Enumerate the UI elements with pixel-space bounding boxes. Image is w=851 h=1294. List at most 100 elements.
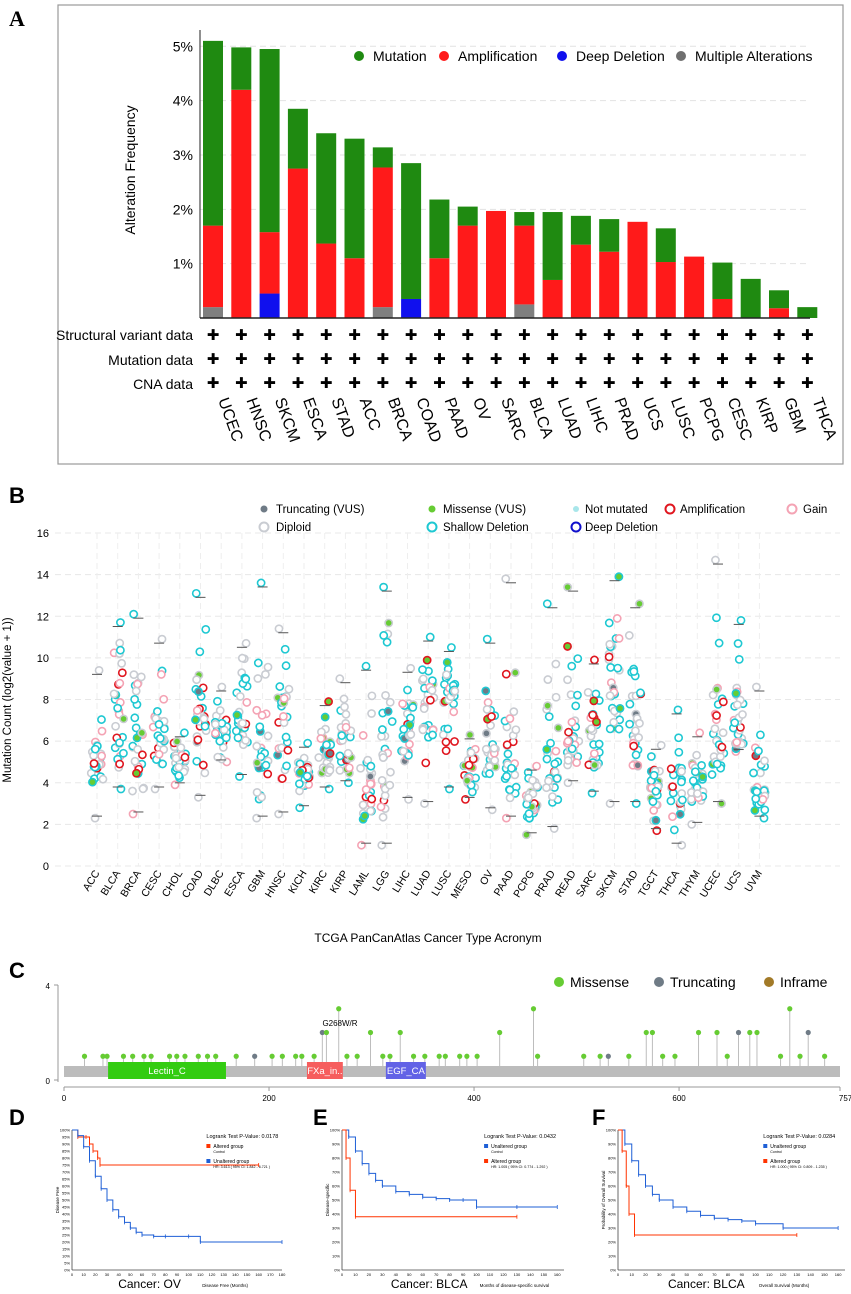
category-label-prad: PRAD bbox=[610, 396, 641, 444]
point-gbm bbox=[252, 758, 262, 768]
legend-shallow-label: Shallow Deletion bbox=[443, 522, 529, 534]
point-ucs bbox=[734, 655, 744, 664]
km-legend1-label: Unaltered group bbox=[491, 1144, 527, 1150]
category-label-luad: LUAD bbox=[409, 868, 434, 898]
point-luad bbox=[428, 730, 437, 740]
point-laml bbox=[367, 794, 377, 804]
panel-b-gridlines bbox=[55, 532, 840, 867]
point-prad bbox=[551, 746, 561, 756]
point-skcm bbox=[605, 639, 615, 649]
km-ytick-label: 40% bbox=[332, 1212, 340, 1217]
data-available-mark: ✚ bbox=[433, 327, 446, 344]
data-available-mark: ✚ bbox=[405, 375, 418, 392]
point-read bbox=[563, 582, 573, 592]
km-xlabel: Overall Survival (Months) bbox=[759, 1283, 810, 1288]
bar-lihc-amplification bbox=[570, 244, 591, 318]
point-kirc bbox=[316, 734, 326, 743]
panel-a-legend: Mutation Amplification Deep Deletion Mul… bbox=[354, 48, 813, 64]
point-thym bbox=[692, 750, 702, 760]
km-xtick-label: 130 bbox=[220, 1272, 227, 1277]
km-legend1-label: Altered group bbox=[213, 1144, 243, 1150]
lollipop-missense bbox=[436, 1053, 442, 1059]
km-xtick-label: 120 bbox=[500, 1272, 507, 1277]
point-blca bbox=[116, 618, 125, 627]
point-blca bbox=[119, 714, 129, 724]
point-stad bbox=[634, 733, 644, 742]
km-xtick-label: 160 bbox=[554, 1272, 561, 1277]
bar-ov-mutation bbox=[457, 206, 478, 226]
category-label-ov: OV bbox=[478, 868, 496, 887]
point-laml bbox=[366, 761, 376, 771]
point-thym bbox=[693, 789, 702, 798]
point-thym bbox=[695, 728, 705, 738]
point-thca bbox=[666, 796, 676, 806]
panel-b-ytick-label: 12 bbox=[37, 611, 49, 623]
point-brca bbox=[132, 768, 141, 778]
bar-coad-mutation bbox=[401, 163, 422, 299]
point-thca bbox=[666, 764, 676, 774]
point-gbm bbox=[263, 731, 273, 741]
panel-a-ytick-label: 2% bbox=[173, 201, 193, 217]
point-ucs bbox=[732, 700, 742, 710]
point-cesc bbox=[158, 759, 167, 769]
lollipop-missense bbox=[714, 1029, 720, 1036]
km-xtick-label: 60 bbox=[698, 1272, 703, 1277]
km-ytick-label: 40% bbox=[608, 1212, 616, 1217]
point-prad bbox=[548, 792, 557, 802]
point-lihc bbox=[399, 746, 408, 756]
point-laml bbox=[356, 763, 365, 773]
point-pcpg bbox=[532, 761, 542, 771]
point-acc bbox=[90, 744, 100, 754]
point-prad bbox=[543, 675, 553, 684]
km-xtick-label: 150 bbox=[821, 1272, 828, 1277]
point-lihc bbox=[404, 795, 413, 804]
data-available-mark: ✚ bbox=[320, 327, 333, 344]
point-read bbox=[567, 661, 577, 671]
km-xtick-label: 170 bbox=[267, 1272, 274, 1277]
panel-c-xtick-labels: 0 200 400 600 757aa bbox=[62, 1087, 851, 1103]
point-gbm bbox=[261, 670, 270, 679]
panel-b-ytick-label: 0 bbox=[43, 861, 49, 873]
point-acc bbox=[89, 759, 99, 768]
point-read bbox=[563, 756, 573, 765]
point-kirp bbox=[343, 748, 353, 758]
km-ytick-label: 35% bbox=[62, 1219, 70, 1224]
km-xtick-label: 80 bbox=[726, 1272, 731, 1277]
point-ucs bbox=[736, 616, 746, 625]
km-xtick-label: 110 bbox=[766, 1272, 773, 1277]
lollipop-missense bbox=[104, 1053, 110, 1059]
point-skcm bbox=[615, 703, 625, 713]
point-coad bbox=[193, 792, 203, 802]
point-blca bbox=[109, 689, 119, 699]
lollipop-missense bbox=[822, 1053, 828, 1059]
data-available-mark: ✚ bbox=[235, 327, 248, 344]
km-xtick-label: 140 bbox=[807, 1272, 814, 1277]
km-ytick-label: 25% bbox=[62, 1233, 70, 1238]
point-blca bbox=[119, 748, 128, 758]
km-xtick-label: 160 bbox=[255, 1272, 262, 1277]
km-ytick-label: 30% bbox=[332, 1226, 340, 1231]
data-available-mark: ✚ bbox=[490, 351, 503, 368]
category-label-pcpg: PCPG bbox=[695, 396, 726, 444]
point-chol bbox=[180, 728, 189, 738]
legend-diploid-label: Diploid bbox=[276, 522, 311, 534]
km-ytick-label: 60% bbox=[332, 1184, 340, 1189]
km-legend2-label: Altered group bbox=[770, 1159, 800, 1165]
domain-label: Lectin_C bbox=[148, 1066, 186, 1077]
point-coad bbox=[201, 624, 211, 634]
point-thca bbox=[669, 825, 679, 835]
point-lgg bbox=[382, 637, 392, 647]
data-available-mark: ✚ bbox=[518, 351, 531, 368]
data-available-mark: ✚ bbox=[773, 375, 786, 392]
point-coad bbox=[192, 706, 202, 715]
point-kirc bbox=[324, 784, 334, 794]
km-legend2-label: Unaltered group bbox=[213, 1159, 249, 1165]
point-brca bbox=[136, 672, 146, 682]
point-prad bbox=[549, 824, 559, 833]
km-xtick-label: 140 bbox=[232, 1272, 239, 1277]
point-laml bbox=[366, 806, 375, 816]
data-available-mark: ✚ bbox=[207, 375, 220, 392]
category-label-gbm: GBM bbox=[780, 396, 808, 436]
category-label-uvm: UVM bbox=[742, 868, 765, 894]
